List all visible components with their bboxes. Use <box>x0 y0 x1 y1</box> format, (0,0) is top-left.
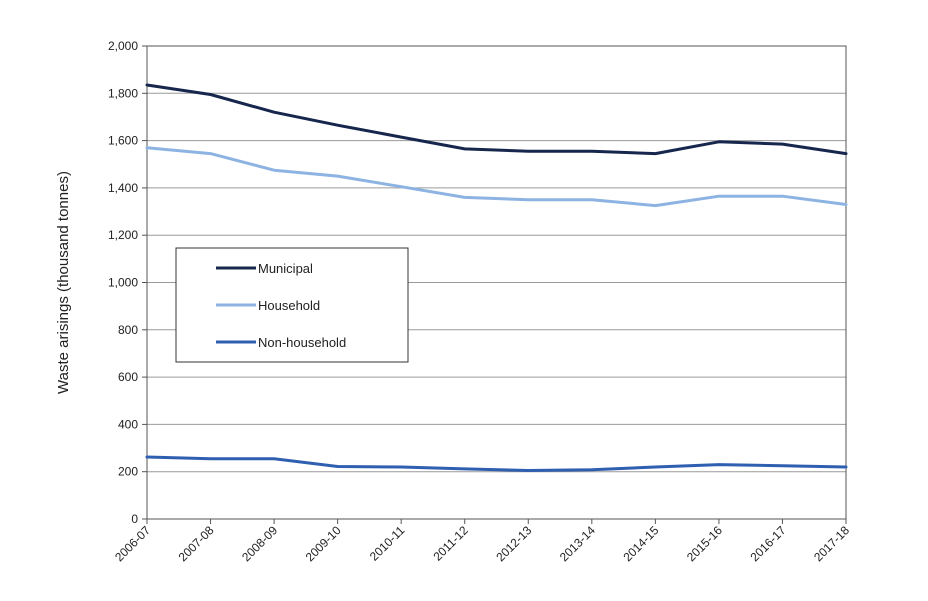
x-tick-label: 2009-10 <box>303 523 344 564</box>
y-tick-label: 0 <box>131 512 138 526</box>
series-lines <box>145 83 848 472</box>
y-tick-label: 1,800 <box>108 86 138 100</box>
legend: Municipal Household Non-household <box>175 247 409 363</box>
x-tick-label: 2015-16 <box>684 523 725 564</box>
x-tick-label: 2006-07 <box>112 523 153 564</box>
y-tick-label: 1,400 <box>108 181 138 195</box>
x-axis-ticks: 2006-07 2007-08 2008-09 2009-10 2010-11 2011-… <box>112 519 852 564</box>
y-tick-label: 1,000 <box>108 276 138 290</box>
x-tick-label: 2007-08 <box>176 523 217 564</box>
y-axis-ticks: 0 200 400 600 800 1,000 1,200 1,400 1,600 1,800 2,… <box>108 39 147 526</box>
series-line-household <box>145 146 848 208</box>
x-tick-label: 2011-12 <box>430 523 471 564</box>
x-tick-label: 2017-18 <box>811 523 852 564</box>
x-tick-label: 2012-13 <box>493 523 534 564</box>
x-tick-label: 2016-17 <box>748 523 789 564</box>
y-tick-label: 1,200 <box>108 228 138 242</box>
y-tick-label: 200 <box>118 465 138 479</box>
y-tick-label: 600 <box>118 370 138 384</box>
legend-label: Municipal <box>258 261 313 276</box>
x-tick-label: 2013-14 <box>557 523 598 564</box>
x-tick-label: 2014-15 <box>620 523 661 564</box>
series-line-non-household <box>145 455 848 472</box>
legend-label: Household <box>258 298 320 313</box>
x-tick-label: 2010-11 <box>367 523 408 564</box>
legend-label: Non-household <box>258 335 346 350</box>
series-line-municipal <box>145 83 848 156</box>
x-tick-label: 2008-09 <box>239 523 280 564</box>
y-tick-label: 400 <box>118 417 138 431</box>
y-tick-label: 1,600 <box>108 134 138 148</box>
y-tick-label: 800 <box>118 323 138 337</box>
y-axis-title: Waste arisings (thousand tonnes) <box>55 171 72 394</box>
y-tick-label: 2,000 <box>108 39 138 53</box>
legend-box <box>175 247 409 363</box>
